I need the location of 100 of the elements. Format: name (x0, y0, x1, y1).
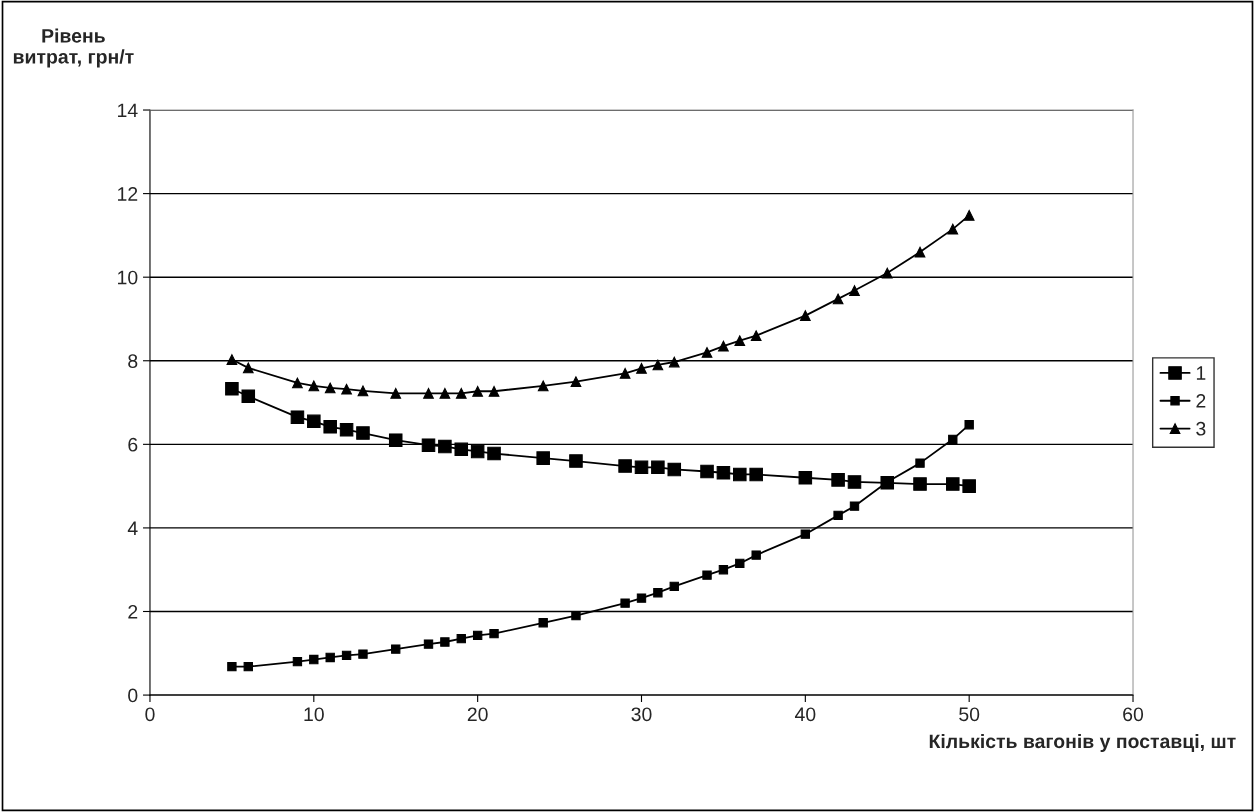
point (439, 387, 451, 399)
point (325, 652, 335, 663)
point (242, 362, 254, 374)
y-axis-title: Рівень витрат, грн/т (13, 28, 134, 68)
point (569, 454, 583, 468)
point (454, 442, 469, 457)
point (308, 380, 320, 392)
point (798, 471, 813, 485)
point (733, 467, 747, 482)
y-tick-label: 4 (127, 521, 138, 535)
point (652, 359, 664, 371)
legend-label: 3 (1196, 421, 1206, 436)
point (964, 420, 974, 430)
y-tick-label: 8 (128, 354, 138, 368)
point (849, 501, 860, 511)
legend-label: 1 (1196, 366, 1206, 380)
point (290, 410, 305, 424)
point (847, 475, 862, 489)
point (946, 477, 960, 491)
point (489, 628, 499, 639)
point (751, 550, 761, 560)
point (651, 460, 665, 475)
point (653, 588, 663, 598)
x-tick-label: 40 (794, 707, 816, 722)
point (962, 479, 976, 493)
point (667, 462, 682, 477)
point (831, 473, 845, 487)
point (716, 465, 731, 480)
point (227, 661, 237, 672)
point (357, 385, 369, 397)
x-tick-label: 10 (304, 707, 324, 722)
point (948, 434, 958, 445)
point (423, 639, 434, 649)
point (241, 389, 256, 404)
point (226, 354, 238, 365)
point (358, 649, 368, 659)
point (636, 593, 647, 603)
point (536, 451, 550, 465)
point (225, 381, 239, 396)
point (750, 330, 762, 342)
point (913, 477, 927, 491)
legend-label: 2 (1196, 394, 1206, 408)
point (292, 656, 303, 667)
point (307, 414, 321, 429)
point (619, 367, 631, 379)
point (718, 565, 729, 575)
point (963, 209, 975, 221)
point (947, 223, 959, 235)
y-tick-label: 14 (118, 103, 138, 118)
point (356, 426, 370, 440)
x-tick-label: 0 (145, 707, 155, 722)
point (341, 650, 352, 661)
point (455, 387, 467, 399)
point (390, 387, 402, 399)
x-tick-label: 60 (1123, 707, 1144, 722)
point (620, 598, 630, 608)
point (488, 385, 500, 397)
x-tick-label: 50 (959, 707, 980, 722)
point (423, 387, 434, 399)
point (438, 439, 452, 454)
point (470, 444, 485, 459)
point (634, 460, 649, 475)
y-tick-label: 10 (118, 270, 138, 285)
y-tick-label: 6 (128, 437, 138, 452)
point (702, 570, 712, 580)
point (341, 383, 352, 395)
point (636, 362, 647, 374)
y-tick-label: 12 (118, 187, 138, 201)
x-tick-label: 20 (467, 707, 488, 722)
point (324, 382, 336, 394)
point (421, 438, 436, 452)
point (700, 464, 714, 479)
point (292, 377, 303, 389)
point (570, 376, 582, 388)
point (735, 558, 745, 569)
point (388, 433, 403, 447)
point (243, 661, 253, 672)
point (618, 459, 632, 473)
point (669, 581, 679, 592)
point (915, 458, 925, 468)
point (309, 654, 319, 665)
point (440, 637, 450, 647)
point (391, 644, 401, 654)
point (472, 630, 483, 640)
point (456, 633, 466, 644)
point (472, 385, 484, 397)
point (323, 420, 337, 434)
point (849, 285, 860, 296)
point (881, 267, 893, 279)
point (734, 335, 746, 347)
point (799, 310, 811, 322)
x-tick-label: 30 (631, 707, 652, 722)
point (537, 380, 549, 392)
point (832, 293, 844, 305)
point (668, 356, 680, 368)
x-axis-title: Кількість вагонів у поставці, шт (929, 733, 1236, 753)
point (749, 467, 763, 482)
point (701, 347, 713, 358)
point (339, 422, 354, 437)
point (487, 446, 501, 461)
